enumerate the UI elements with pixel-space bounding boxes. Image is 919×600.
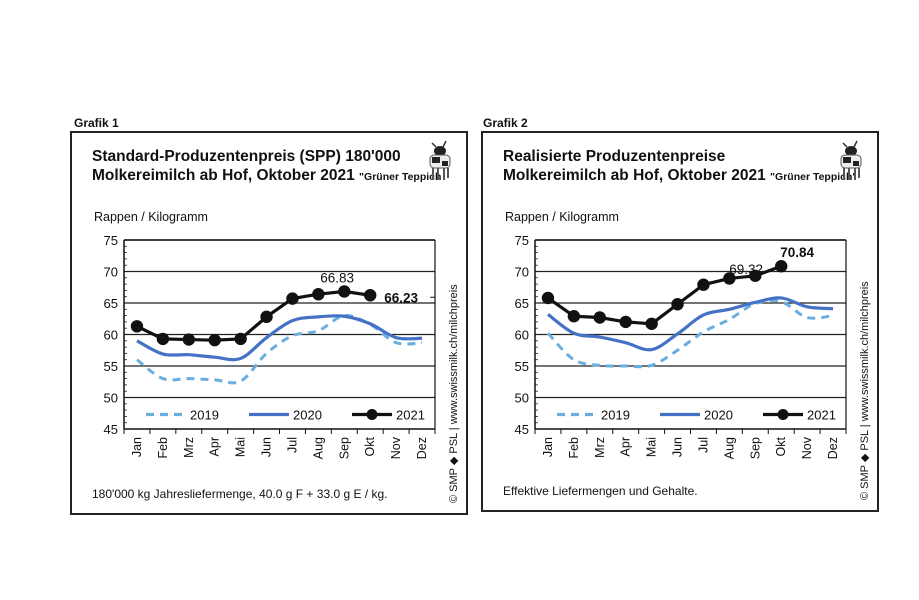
chart-title-line2-text: Molkereimilch ab Hof, Oktober 2021: [92, 167, 355, 184]
line-chart-2: 45 50 55 60 65 70 75 Jan Feb Mrz Apr Mai Jun Jul Aug Se…: [515, 233, 847, 459]
legend-label-2020: 2020: [293, 408, 322, 423]
chart-title: Realisierte Produzentenpreise Molkereimi…: [503, 147, 855, 187]
x-tick-label: Sep: [337, 437, 351, 459]
x-tick-label: Okt: [774, 436, 788, 456]
legend-marker-2021: [366, 409, 378, 421]
y-tick-label: 55: [104, 359, 118, 374]
data-point-2021: [130, 320, 144, 333]
y-tick-label: 65: [515, 296, 529, 311]
data-label: 69.32: [729, 262, 763, 277]
y-tick-label: 65: [104, 296, 118, 311]
data-label: 66.23: [384, 290, 418, 305]
chart-title-line2-text: Molkereimilch ab Hof, Oktober 2021: [503, 167, 766, 184]
grafik-1-label: Grafik 1: [74, 116, 119, 130]
data-point-2021: [286, 292, 299, 305]
x-tick-label: Mrz: [593, 437, 607, 458]
cow-icon: [429, 140, 451, 180]
data-point-2021: [723, 272, 736, 285]
series-line-2021: [136, 289, 371, 342]
data-point-2021: [645, 317, 658, 330]
chart-title-line2: Molkereimilch ab Hof, Oktober 2021 "Grün…: [503, 166, 855, 187]
x-tick-label: Jun: [260, 437, 274, 457]
data-point-2021: [338, 285, 351, 298]
chart-title-tag: "Grüner Teppich': [770, 171, 855, 183]
series-line-2020: [136, 314, 423, 362]
x-tick-label: Okt: [363, 436, 377, 456]
x-tick-label: Jan: [541, 437, 555, 457]
x-tick-label: Feb: [567, 437, 581, 459]
y-tick-label: 45: [515, 422, 529, 437]
x-tick-label: Mrz: [182, 437, 196, 458]
x-tick-label: Aug: [311, 437, 325, 459]
legend-label-2019: 2019: [190, 408, 219, 423]
chart-footnote: 180'000 kg Jahresliefermenge, 40.0 g F +…: [92, 487, 388, 501]
data-point-2021: [208, 333, 221, 347]
data-point-2021: [182, 333, 195, 346]
data-point-2021: [364, 289, 377, 302]
x-tick-label: Sep: [748, 437, 762, 459]
chart-title-tag: "Grüner Teppich: [359, 171, 442, 183]
cow-icon: [840, 140, 862, 180]
chart-title: Standard-Produzentenpreis (SPP) 180'000 …: [92, 147, 441, 187]
chart-title-line1: Standard-Produzentenpreis (SPP) 180'000: [92, 148, 401, 165]
y-tick-label: 55: [515, 359, 529, 374]
data-point-2021: [312, 287, 325, 301]
data-point-2021: [567, 310, 581, 323]
chart-footnote: Effektive Liefermengen und Gehalte.: [503, 484, 698, 498]
legend-label-2019: 2019: [601, 408, 630, 423]
y-tick-label: 50: [104, 391, 118, 406]
legend-label-2020: 2020: [704, 408, 733, 423]
data-point-2021: [749, 269, 762, 282]
data-point-2021: [156, 332, 170, 346]
data-point-2021: [234, 332, 247, 346]
x-tick-label: Jul: [696, 437, 710, 453]
y-tick-label: 50: [515, 391, 529, 406]
data-point-2021: [260, 310, 273, 324]
series-line-2019: [136, 313, 423, 385]
x-tick-label: Jun: [671, 437, 685, 457]
data-label: 66.83: [320, 270, 354, 285]
y-tick-label: 45: [104, 422, 118, 437]
chart-panel-2: Realisierte Produzentenpreise Molkereimi…: [481, 131, 879, 512]
series-line-2020: [546, 296, 834, 352]
x-tick-label: Aug: [722, 437, 736, 459]
x-tick-label: Apr: [619, 437, 633, 456]
x-tick-label: Jul: [285, 437, 299, 453]
line-chart-1: 45 50 55 60 65 70 75 Jan Feb Mrz Apr Mai Jun Jul Aug Se…: [104, 233, 436, 459]
data-point-2021: [697, 278, 710, 291]
x-tick-label: Nov: [389, 436, 403, 459]
data-point-2021: [775, 260, 788, 273]
y-tick-label: 60: [515, 328, 529, 343]
series-line-2021: [547, 264, 782, 326]
data-point-2021: [671, 298, 684, 311]
y-axis-unit-label: Rappen / Kilogramm: [505, 210, 619, 224]
legend-label-2021: 2021: [807, 408, 836, 423]
data-label: 70.84: [780, 245, 814, 260]
grafik-2-label: Grafik 2: [483, 116, 528, 130]
chart-panel-1: Standard-Produzentenpreis (SPP) 180'000 …: [70, 131, 468, 515]
chart-title-line1: Realisierte Produzentenpreise: [503, 148, 726, 165]
data-point-2021: [541, 291, 555, 305]
y-tick-label: 60: [104, 328, 118, 343]
x-tick-label: Apr: [208, 437, 222, 456]
y-tick-label: 70: [104, 265, 118, 280]
legend-marker-2021: [777, 409, 789, 421]
x-tick-label: Mai: [234, 437, 248, 457]
y-tick-label: 75: [515, 233, 529, 248]
y-axis-unit-label: Rappen / Kilogramm: [94, 210, 208, 224]
legend-label-2021: 2021: [396, 408, 425, 423]
y-tick-label: 70: [515, 265, 529, 280]
x-tick-label: Nov: [800, 436, 814, 459]
x-tick-label: Dez: [415, 437, 429, 459]
data-point-2021: [593, 311, 606, 324]
x-tick-label: Dez: [826, 437, 840, 459]
x-tick-label: Mai: [645, 437, 659, 457]
x-tick-label: Feb: [156, 437, 170, 459]
y-tick-label: 75: [104, 233, 118, 248]
data-point-2021: [619, 315, 632, 329]
x-tick-label: Jan: [130, 437, 144, 457]
series-line-2019: [546, 299, 834, 369]
chart-title-line2: Molkereimilch ab Hof, Oktober 2021 "Grün…: [92, 166, 441, 187]
